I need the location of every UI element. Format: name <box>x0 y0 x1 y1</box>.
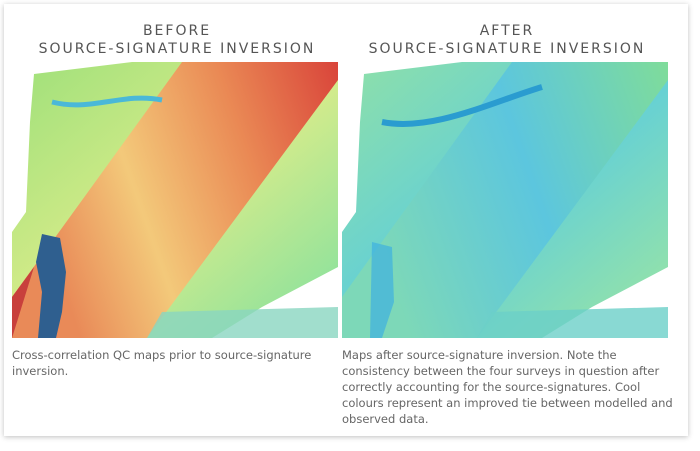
survey-strip <box>147 307 338 338</box>
survey-band <box>12 62 338 338</box>
qc-map-before <box>12 62 338 338</box>
survey-band <box>342 62 668 338</box>
anomaly <box>36 234 66 338</box>
panel-subtitle: SOURCE-SIGNATURE INVERSION <box>38 41 316 57</box>
survey-edge <box>12 267 34 338</box>
anomaly <box>370 242 394 338</box>
survey-strip <box>477 307 668 338</box>
panel-title: BEFORE <box>142 23 212 39</box>
panel-caption: Cross-correlation QC maps prior to sourc… <box>12 348 312 378</box>
panel-title: AFTER <box>479 23 535 39</box>
figure: BEFORE SOURCE-SIGNATURE INVERSION Cross-… <box>4 4 688 436</box>
panel-caption: Maps after source-signature inversion. N… <box>342 348 673 426</box>
channel <box>381 84 543 127</box>
qc-map-after <box>342 62 668 338</box>
panel-subtitle: SOURCE-SIGNATURE INVERSION <box>368 41 646 57</box>
channel <box>51 95 163 108</box>
